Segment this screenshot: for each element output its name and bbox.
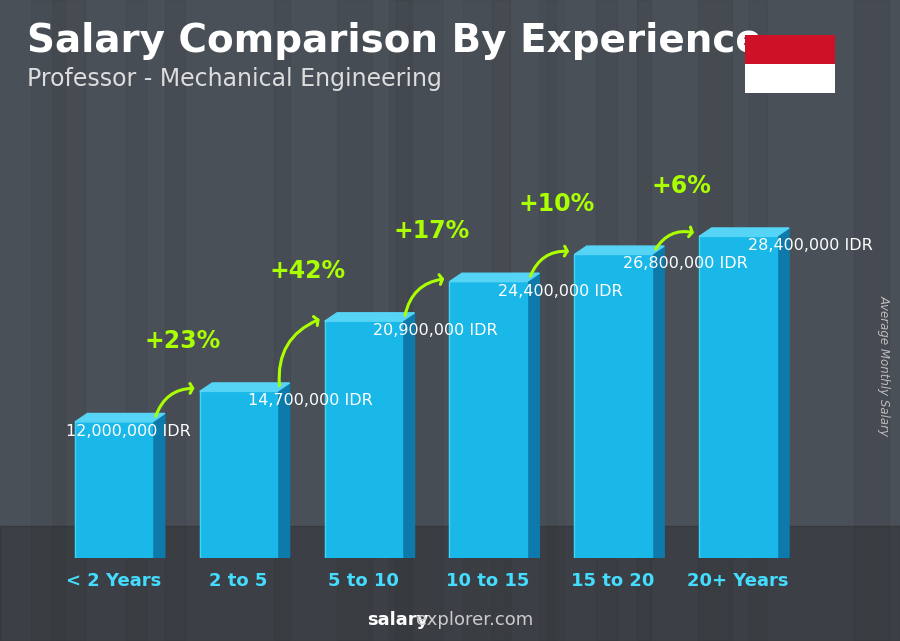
Text: 20,900,000 IDR: 20,900,000 IDR	[374, 323, 498, 338]
Text: +10%: +10%	[518, 192, 595, 216]
Polygon shape	[699, 237, 777, 558]
Text: +6%: +6%	[652, 174, 712, 198]
Polygon shape	[402, 313, 415, 558]
Bar	[745, 64, 835, 93]
Text: 26,800,000 IDR: 26,800,000 IDR	[623, 256, 748, 271]
Polygon shape	[526, 273, 539, 558]
Text: Professor - Mechanical Engineering: Professor - Mechanical Engineering	[27, 67, 442, 91]
Polygon shape	[325, 321, 402, 558]
Text: Average Monthly Salary: Average Monthly Salary	[878, 295, 890, 436]
Polygon shape	[200, 383, 290, 392]
Polygon shape	[699, 228, 789, 237]
Text: 28,400,000 IDR: 28,400,000 IDR	[748, 238, 873, 253]
Text: salary: salary	[367, 612, 428, 629]
Text: +42%: +42%	[269, 259, 346, 283]
Polygon shape	[652, 246, 664, 558]
Polygon shape	[277, 383, 290, 558]
Polygon shape	[152, 413, 165, 558]
Polygon shape	[325, 313, 415, 321]
Text: 12,000,000 IDR: 12,000,000 IDR	[67, 424, 191, 439]
Polygon shape	[574, 246, 664, 254]
Text: +23%: +23%	[144, 329, 220, 353]
Polygon shape	[449, 281, 526, 558]
Polygon shape	[449, 273, 539, 281]
Text: Salary Comparison By Experience: Salary Comparison By Experience	[27, 22, 761, 60]
Polygon shape	[75, 413, 165, 422]
Polygon shape	[75, 422, 152, 558]
Polygon shape	[777, 228, 789, 558]
Text: +17%: +17%	[394, 219, 470, 243]
Bar	[745, 35, 835, 64]
Polygon shape	[574, 254, 652, 558]
Text: 24,400,000 IDR: 24,400,000 IDR	[499, 283, 623, 299]
Text: explorer.com: explorer.com	[416, 612, 533, 629]
Polygon shape	[200, 392, 277, 558]
Text: 14,700,000 IDR: 14,700,000 IDR	[248, 394, 374, 408]
